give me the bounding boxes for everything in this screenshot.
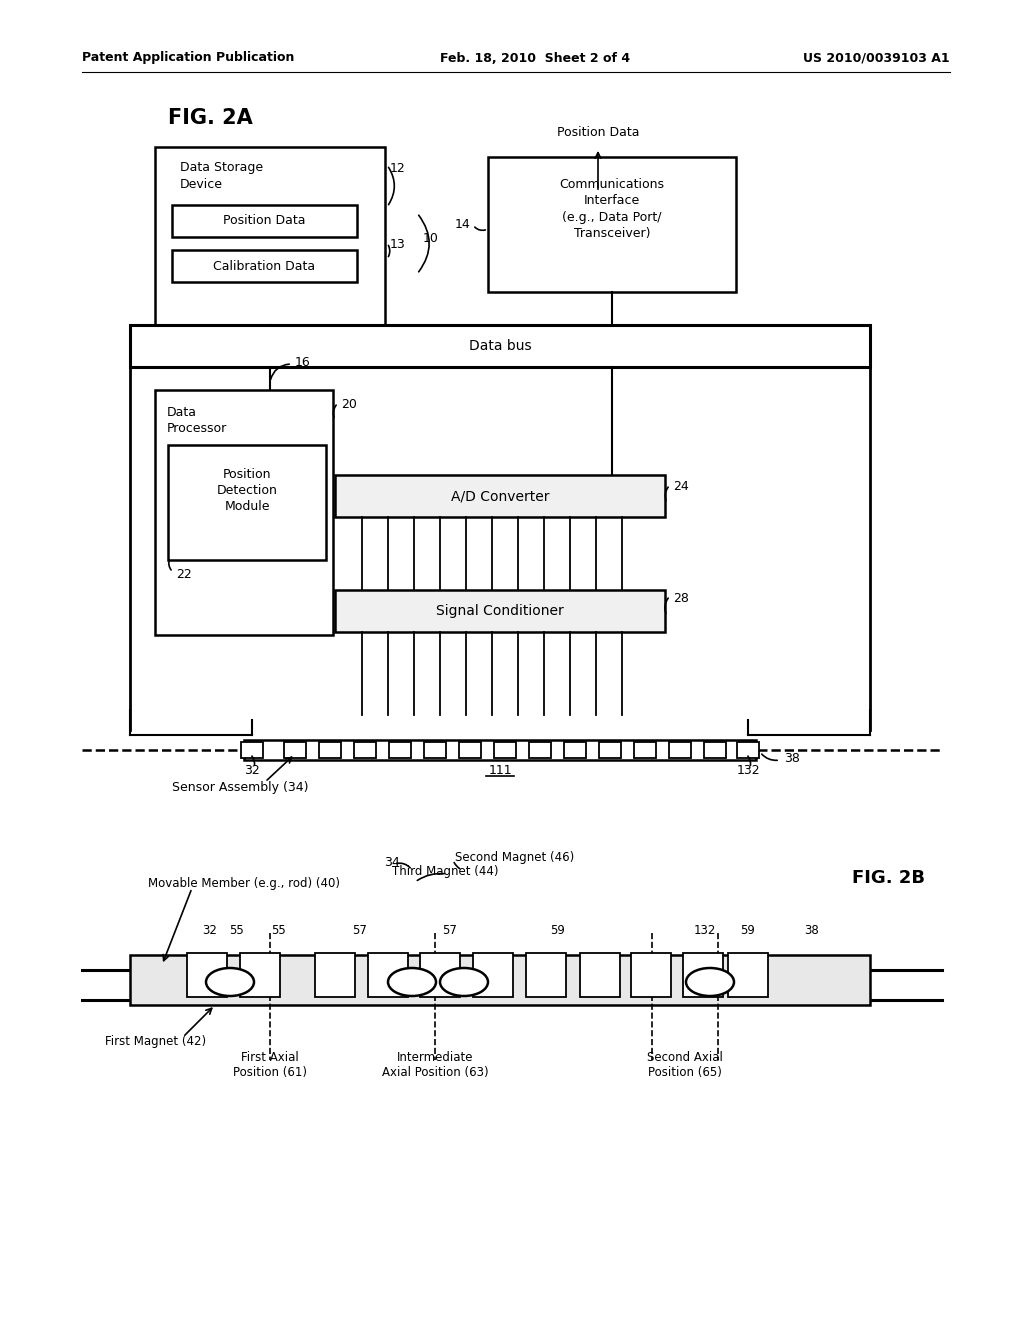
Ellipse shape [440, 968, 488, 997]
Bar [130, 325, 870, 367]
Text: 16: 16 [295, 355, 310, 368]
Bar [315, 953, 355, 997]
Text: FIG. 2B: FIG. 2B [852, 869, 925, 887]
Bar [424, 742, 446, 758]
Bar [705, 742, 726, 758]
Bar [473, 953, 513, 997]
Text: Calibration Data: Calibration Data [213, 260, 315, 272]
Bar [526, 953, 566, 997]
Text: 55: 55 [229, 924, 245, 936]
Text: 28: 28 [673, 591, 689, 605]
Bar [284, 742, 306, 758]
Bar [172, 205, 357, 238]
Bar [130, 954, 870, 1005]
Text: Third Magnet (44): Third Magnet (44) [392, 866, 499, 879]
Bar [631, 953, 671, 997]
Bar [494, 742, 516, 758]
Bar [580, 953, 620, 997]
Text: Data Storage: Data Storage [180, 161, 263, 174]
Bar [241, 742, 263, 758]
Text: US 2010/0039103 A1: US 2010/0039103 A1 [804, 51, 950, 65]
Bar [155, 147, 385, 342]
Text: 14: 14 [455, 219, 470, 231]
Bar [728, 953, 768, 997]
Bar [335, 475, 665, 517]
Bar [172, 249, 357, 282]
Text: 111: 111 [488, 763, 512, 776]
Text: Patent Application Publication: Patent Application Publication [82, 51, 294, 65]
Bar [168, 445, 326, 560]
Text: Module: Module [224, 500, 269, 513]
Text: Communications: Communications [559, 178, 665, 191]
Bar [488, 157, 736, 292]
Bar [155, 389, 333, 635]
Text: 59: 59 [740, 924, 756, 936]
Text: 32: 32 [244, 763, 260, 776]
Text: 38: 38 [805, 924, 819, 936]
Text: Intermediate
Axial Position (63): Intermediate Axial Position (63) [382, 1051, 488, 1078]
Bar [683, 953, 723, 997]
Text: (e.g., Data Port/: (e.g., Data Port/ [562, 210, 662, 223]
Text: 22: 22 [176, 568, 191, 581]
Text: 34: 34 [384, 855, 400, 869]
Text: Data: Data [167, 405, 197, 418]
Text: 24: 24 [673, 480, 689, 494]
Bar [319, 742, 341, 758]
Bar [244, 741, 756, 760]
Text: 10: 10 [423, 231, 439, 244]
Text: 32: 32 [203, 924, 217, 936]
Text: Second Magnet (46): Second Magnet (46) [455, 851, 574, 865]
Text: 57: 57 [352, 924, 368, 936]
Text: 59: 59 [551, 924, 565, 936]
Text: Movable Member (e.g., rod) (40): Movable Member (e.g., rod) (40) [148, 876, 340, 890]
Text: FIG. 2A: FIG. 2A [168, 108, 253, 128]
Bar [420, 953, 460, 997]
Bar [368, 953, 408, 997]
Text: 20: 20 [341, 399, 357, 412]
Text: First Axial
Position (61): First Axial Position (61) [233, 1051, 307, 1078]
Text: Position Data: Position Data [557, 125, 639, 139]
Text: Feb. 18, 2010  Sheet 2 of 4: Feb. 18, 2010 Sheet 2 of 4 [440, 51, 630, 65]
Text: A/D Converter: A/D Converter [451, 488, 549, 503]
Text: Data bus: Data bus [469, 339, 531, 352]
Text: Position Data: Position Data [223, 214, 305, 227]
Text: 132: 132 [694, 924, 716, 936]
Bar [335, 590, 665, 632]
Text: 132: 132 [736, 763, 760, 776]
Ellipse shape [686, 968, 734, 997]
Bar [599, 742, 621, 758]
Text: 57: 57 [442, 924, 458, 936]
Bar [459, 742, 481, 758]
Text: Signal Conditioner: Signal Conditioner [436, 605, 564, 618]
Bar [354, 742, 376, 758]
Text: Detection: Detection [216, 484, 278, 498]
Text: 55: 55 [270, 924, 286, 936]
Text: 13: 13 [390, 239, 406, 252]
Text: 12: 12 [390, 162, 406, 176]
Bar [389, 742, 411, 758]
Ellipse shape [206, 968, 254, 997]
Bar [634, 742, 656, 758]
Text: Second Axial
Position (65): Second Axial Position (65) [647, 1051, 723, 1078]
Text: Transceiver): Transceiver) [573, 227, 650, 239]
Text: First Magnet (42): First Magnet (42) [105, 1035, 206, 1048]
Text: Device: Device [180, 177, 223, 190]
Text: Interface: Interface [584, 194, 640, 207]
Text: Processor: Processor [167, 421, 227, 434]
Text: Position: Position [223, 469, 271, 482]
Bar [187, 953, 227, 997]
Text: Sensor Assembly (34): Sensor Assembly (34) [172, 780, 308, 793]
Bar [737, 742, 759, 758]
Bar [529, 742, 551, 758]
Bar [669, 742, 691, 758]
Ellipse shape [388, 968, 436, 997]
Bar [564, 742, 586, 758]
Text: 38: 38 [784, 751, 800, 764]
Bar [240, 953, 280, 997]
